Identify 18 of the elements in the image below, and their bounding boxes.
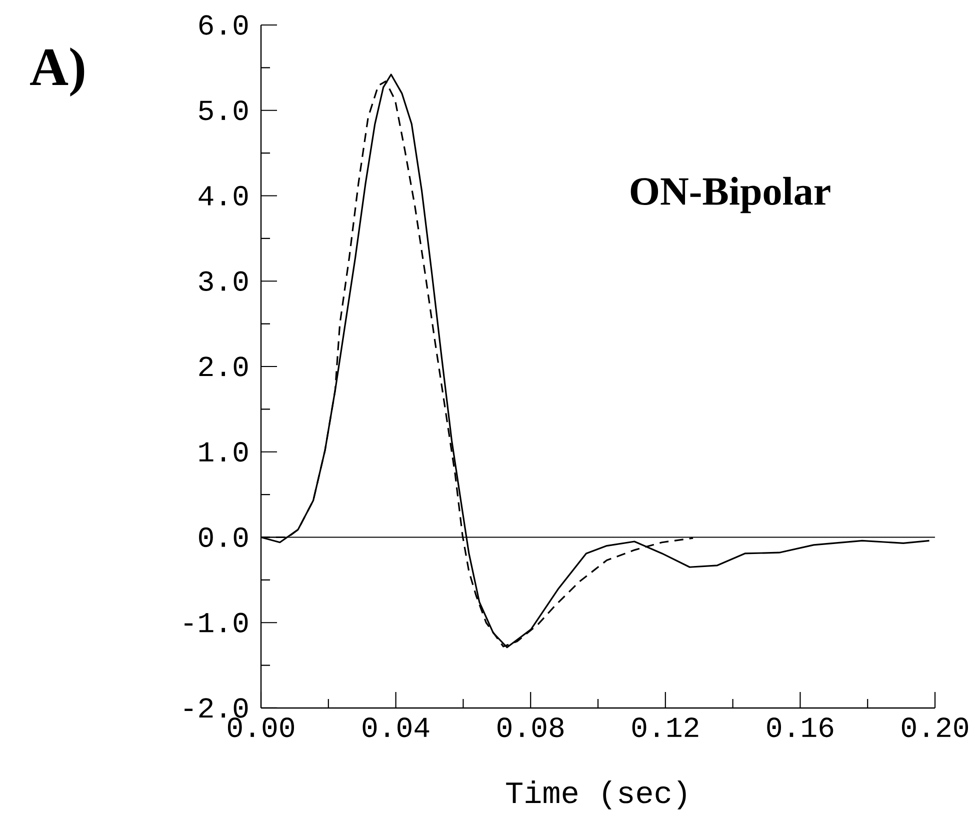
x-tick-label: 0.08: [498, 718, 564, 738]
x-tick-label: 0.04: [362, 718, 430, 738]
x-tick-label: 0.12: [632, 718, 698, 738]
y-tick-label: 0.0: [199, 527, 248, 548]
y-tick-label: -1.0: [184, 612, 248, 632]
y-tick-label: 6.0: [199, 15, 248, 35]
y-tick-label: -2.0: [184, 698, 248, 718]
y-tick-label: 2.0: [199, 356, 248, 376]
x-axis-title: Time (sec): [506, 780, 686, 810]
x-tick-label: 0.00: [228, 718, 294, 738]
y-tick-label: 4.0: [198, 186, 248, 206]
text: A): [30, 48, 84, 96]
x-tick-label: 0.16: [767, 718, 834, 738]
y-tick-label: 5.0: [199, 100, 248, 120]
text: ON-Bipolar: [630, 176, 830, 214]
x-tick-label: 0.20: [902, 718, 968, 738]
y-tick-label: 3.0: [199, 271, 248, 291]
y-tick-label: 1.0: [199, 442, 248, 462]
